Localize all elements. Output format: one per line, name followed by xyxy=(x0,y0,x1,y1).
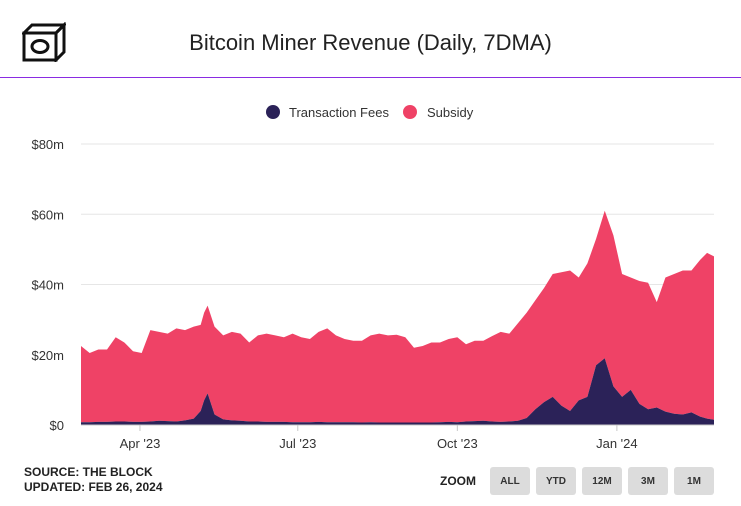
zoom-label: ZOOM xyxy=(440,474,476,488)
x-tick-label: Jan '24 xyxy=(596,436,638,451)
zoom-12m-button[interactable]: 12M xyxy=(582,467,622,495)
legend-marker xyxy=(266,105,280,119)
subsidy-area xyxy=(81,210,714,423)
y-tick-label: $20m xyxy=(31,348,64,363)
chart-area: Transaction Fees Subsidy $0 $20m $40m $60m $8… xyxy=(0,79,741,459)
the-block-logo-icon xyxy=(22,22,66,62)
x-tick-label: Oct '23 xyxy=(437,436,478,451)
legend-label: Transaction Fees xyxy=(289,105,389,120)
zoom-1m-button[interactable]: 1M xyxy=(674,467,714,495)
revenue-chart: Transaction Fees Subsidy $0 $20m $40m $60m $8… xyxy=(31,105,714,451)
transaction-fees-area xyxy=(81,358,714,425)
legend-marker xyxy=(403,105,417,119)
y-tick-label: $0 xyxy=(50,418,64,433)
x-tick-label: Jul '23 xyxy=(279,436,316,451)
chart-title: Bitcoin Miner Revenue (Daily, 7DMA) xyxy=(189,30,552,55)
updated-label: UPDATED: FEB 26, 2024 xyxy=(24,480,163,494)
y-tick-label: $80m xyxy=(31,137,64,152)
legend-label: Subsidy xyxy=(427,105,474,120)
chart-areas xyxy=(81,210,714,425)
zoom-3m-button[interactable]: 3M xyxy=(628,467,668,495)
legend: Transaction Fees Subsidy xyxy=(266,105,474,120)
source-label: SOURCE: THE BLOCK xyxy=(24,465,153,479)
zoom-ytd-button[interactable]: YTD xyxy=(536,467,576,495)
footer-source: SOURCE: THE BLOCK UPDATED: FEB 26, 2024 xyxy=(24,465,163,495)
y-tick-label: $60m xyxy=(31,207,64,222)
chart-header: Bitcoin Miner Revenue (Daily, 7DMA) xyxy=(0,0,741,78)
x-tick-label: Apr '23 xyxy=(120,436,161,451)
y-axis: $0 $20m $40m $60m $80m xyxy=(31,137,64,433)
y-tick-label: $40m xyxy=(31,278,64,293)
zoom-all-button[interactable]: ALL xyxy=(490,467,530,495)
x-axis: Apr '23 Jul '23 Oct '23 Jan '24 xyxy=(81,424,714,451)
